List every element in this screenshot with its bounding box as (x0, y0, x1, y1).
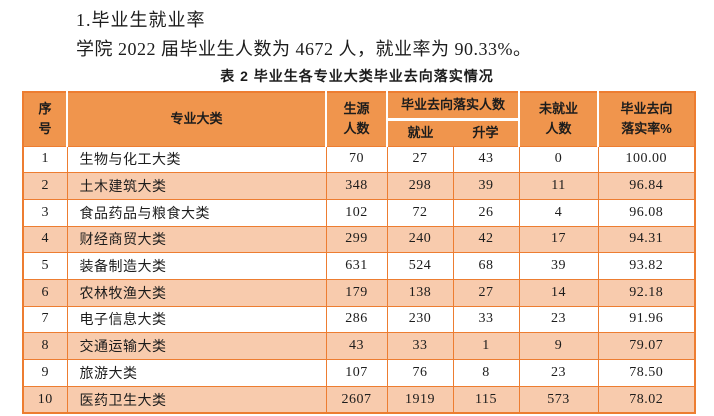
header-placement-group: 毕业去向落实人数 (387, 92, 521, 121)
cell-employed: 240 (386, 225, 454, 254)
header-major: 专业大类 (67, 92, 327, 146)
header-row-1: 序 号 专业大类 生源 人数 毕业去向落实人数 未就业 人数 毕业去向 落实率% (23, 92, 696, 146)
table-row: 5 装备制造大类 631 524 68 39 93.82 (22, 252, 696, 280)
cell-source: 631 (325, 252, 388, 280)
cell-further: 33 (452, 305, 520, 334)
cell-source: 43 (325, 332, 388, 360)
cell-no: 2 (22, 172, 68, 200)
header-unemployed: 未就业 人数 (519, 92, 600, 146)
cell-employed: 298 (386, 172, 454, 200)
cell-major: 财经商贸大类 (66, 225, 327, 254)
cell-source: 107 (325, 359, 388, 387)
table-row: 2 土木建筑大类 348 298 39 11 96.84 (22, 172, 696, 200)
table-row: 1 生物与化工大类 70 27 43 0 100.00 (22, 145, 696, 174)
cell-employed: 33 (386, 332, 454, 360)
cell-unemployed: 9 (518, 332, 599, 360)
cell-rate: 94.31 (597, 225, 696, 254)
cell-source: 2607 (325, 385, 388, 414)
table-row: 4 财经商贸大类 299 240 42 17 94.31 (22, 225, 696, 254)
header-employed: 就业 (387, 119, 453, 146)
cell-further: 68 (452, 252, 520, 280)
cell-no: 4 (22, 225, 68, 254)
cell-further: 26 (452, 198, 520, 227)
intro-text: 学院 2022 届毕业生人数为 4672 人，就业率为 90.33%。 (76, 39, 532, 59)
table-row: 3 食品药品与粮食大类 102 72 26 4 96.08 (22, 198, 696, 227)
cell-further: 43 (452, 145, 520, 174)
cell-no: 9 (22, 359, 68, 387)
cell-rate: 92.18 (597, 278, 696, 307)
cell-rate: 91.96 (597, 305, 696, 334)
cell-no: 8 (22, 332, 68, 360)
cell-further: 1 (452, 332, 520, 360)
cell-major: 土木建筑大类 (66, 172, 327, 200)
cell-major: 医药卫生大类 (66, 385, 327, 414)
cell-no: 1 (22, 145, 68, 174)
cell-rate: 78.50 (597, 359, 696, 387)
cell-further: 39 (452, 172, 520, 200)
table-row: 9 旅游大类 107 76 8 23 78.50 (22, 359, 696, 387)
cell-no: 5 (22, 252, 68, 280)
header-further-study: 升学 (453, 119, 521, 146)
cell-source: 286 (325, 305, 388, 334)
table-row: 8 交通运输大类 43 33 1 9 79.07 (22, 332, 696, 360)
cell-major: 装备制造大类 (66, 252, 327, 280)
cell-rate: 79.07 (597, 332, 696, 360)
cell-no: 6 (22, 278, 68, 307)
cell-further: 42 (452, 225, 520, 254)
cell-rate: 100.00 (597, 145, 696, 174)
cell-employed: 524 (386, 252, 454, 280)
table-row: 10 医药卫生大类 2607 1919 115 573 78.02 (22, 385, 696, 414)
cell-unemployed: 11 (518, 172, 599, 200)
employment-table: 序 号 专业大类 生源 人数 毕业去向落实人数 未就业 人数 毕业去向 落实率%… (22, 91, 697, 415)
cell-employed: 72 (386, 198, 454, 227)
cell-further: 27 (452, 278, 520, 307)
cell-major: 农林牧渔大类 (66, 278, 327, 307)
cell-unemployed: 0 (518, 145, 599, 174)
cell-no: 7 (22, 305, 68, 334)
cell-major: 电子信息大类 (66, 305, 327, 334)
cell-rate: 93.82 (597, 252, 696, 280)
table-row: 7 电子信息大类 286 230 33 23 91.96 (22, 305, 696, 334)
cell-rate: 96.84 (597, 172, 696, 200)
cell-source: 179 (325, 278, 388, 307)
header-no: 序 号 (23, 92, 68, 146)
cell-further: 8 (452, 359, 520, 387)
cell-unemployed: 4 (518, 198, 599, 227)
cell-major: 交通运输大类 (66, 332, 327, 360)
cell-rate: 78.02 (597, 385, 696, 414)
table-row: 6 农林牧渔大类 179 138 27 14 92.18 (22, 278, 696, 307)
cell-source: 102 (325, 198, 388, 227)
cell-rate: 96.08 (597, 198, 696, 227)
cell-employed: 138 (386, 278, 454, 307)
cell-major: 旅游大类 (66, 359, 327, 387)
cell-source: 299 (325, 225, 388, 254)
cell-employed: 27 (386, 145, 454, 174)
cell-no: 10 (22, 385, 68, 414)
cell-source: 70 (325, 145, 388, 174)
cell-unemployed: 39 (518, 252, 599, 280)
cell-further: 115 (452, 385, 520, 414)
table-header: 序 号 专业大类 生源 人数 毕业去向落实人数 未就业 人数 毕业去向 落实率%… (23, 92, 696, 146)
table-caption: 表 2 毕业生各专业大类毕业去向落实情况 (220, 68, 494, 84)
cell-major: 生物与化工大类 (66, 145, 327, 174)
section-heading: 1.毕业生就业率 (76, 10, 206, 30)
cell-employed: 76 (386, 359, 454, 387)
header-row-2: 就业 升学 (23, 119, 695, 146)
cell-unemployed: 23 (518, 359, 599, 387)
cell-employed: 1919 (386, 385, 454, 414)
cell-unemployed: 23 (518, 305, 599, 334)
cell-unemployed: 573 (518, 385, 599, 414)
cell-unemployed: 14 (518, 278, 599, 307)
cell-employed: 230 (386, 305, 454, 334)
cell-unemployed: 17 (518, 225, 599, 254)
cell-major: 食品药品与粮食大类 (66, 198, 327, 227)
cell-source: 348 (325, 172, 388, 200)
header-source: 生源 人数 (326, 92, 388, 146)
cell-no: 3 (22, 198, 68, 227)
header-rate: 毕业去向 落实率% (598, 92, 696, 146)
table-body: 1 生物与化工大类 70 27 43 0 100.00 2 土木建筑大类 348… (22, 145, 696, 414)
